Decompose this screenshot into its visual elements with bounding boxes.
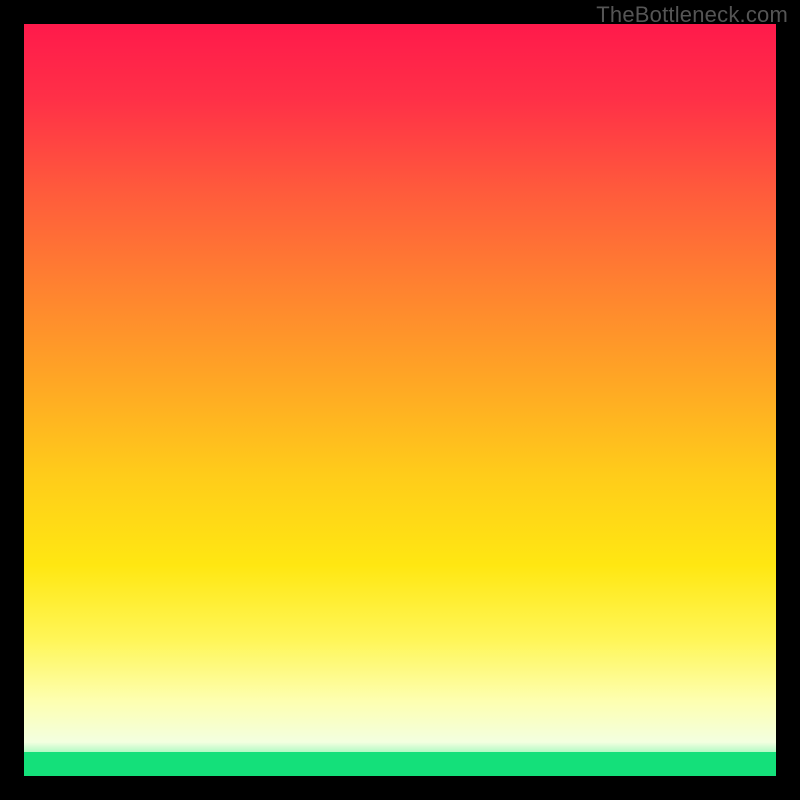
background-gradient bbox=[24, 24, 776, 776]
plot-area bbox=[24, 24, 776, 776]
green-bottom-strip bbox=[24, 752, 776, 776]
watermark-text: TheBottleneck.com bbox=[596, 2, 788, 28]
